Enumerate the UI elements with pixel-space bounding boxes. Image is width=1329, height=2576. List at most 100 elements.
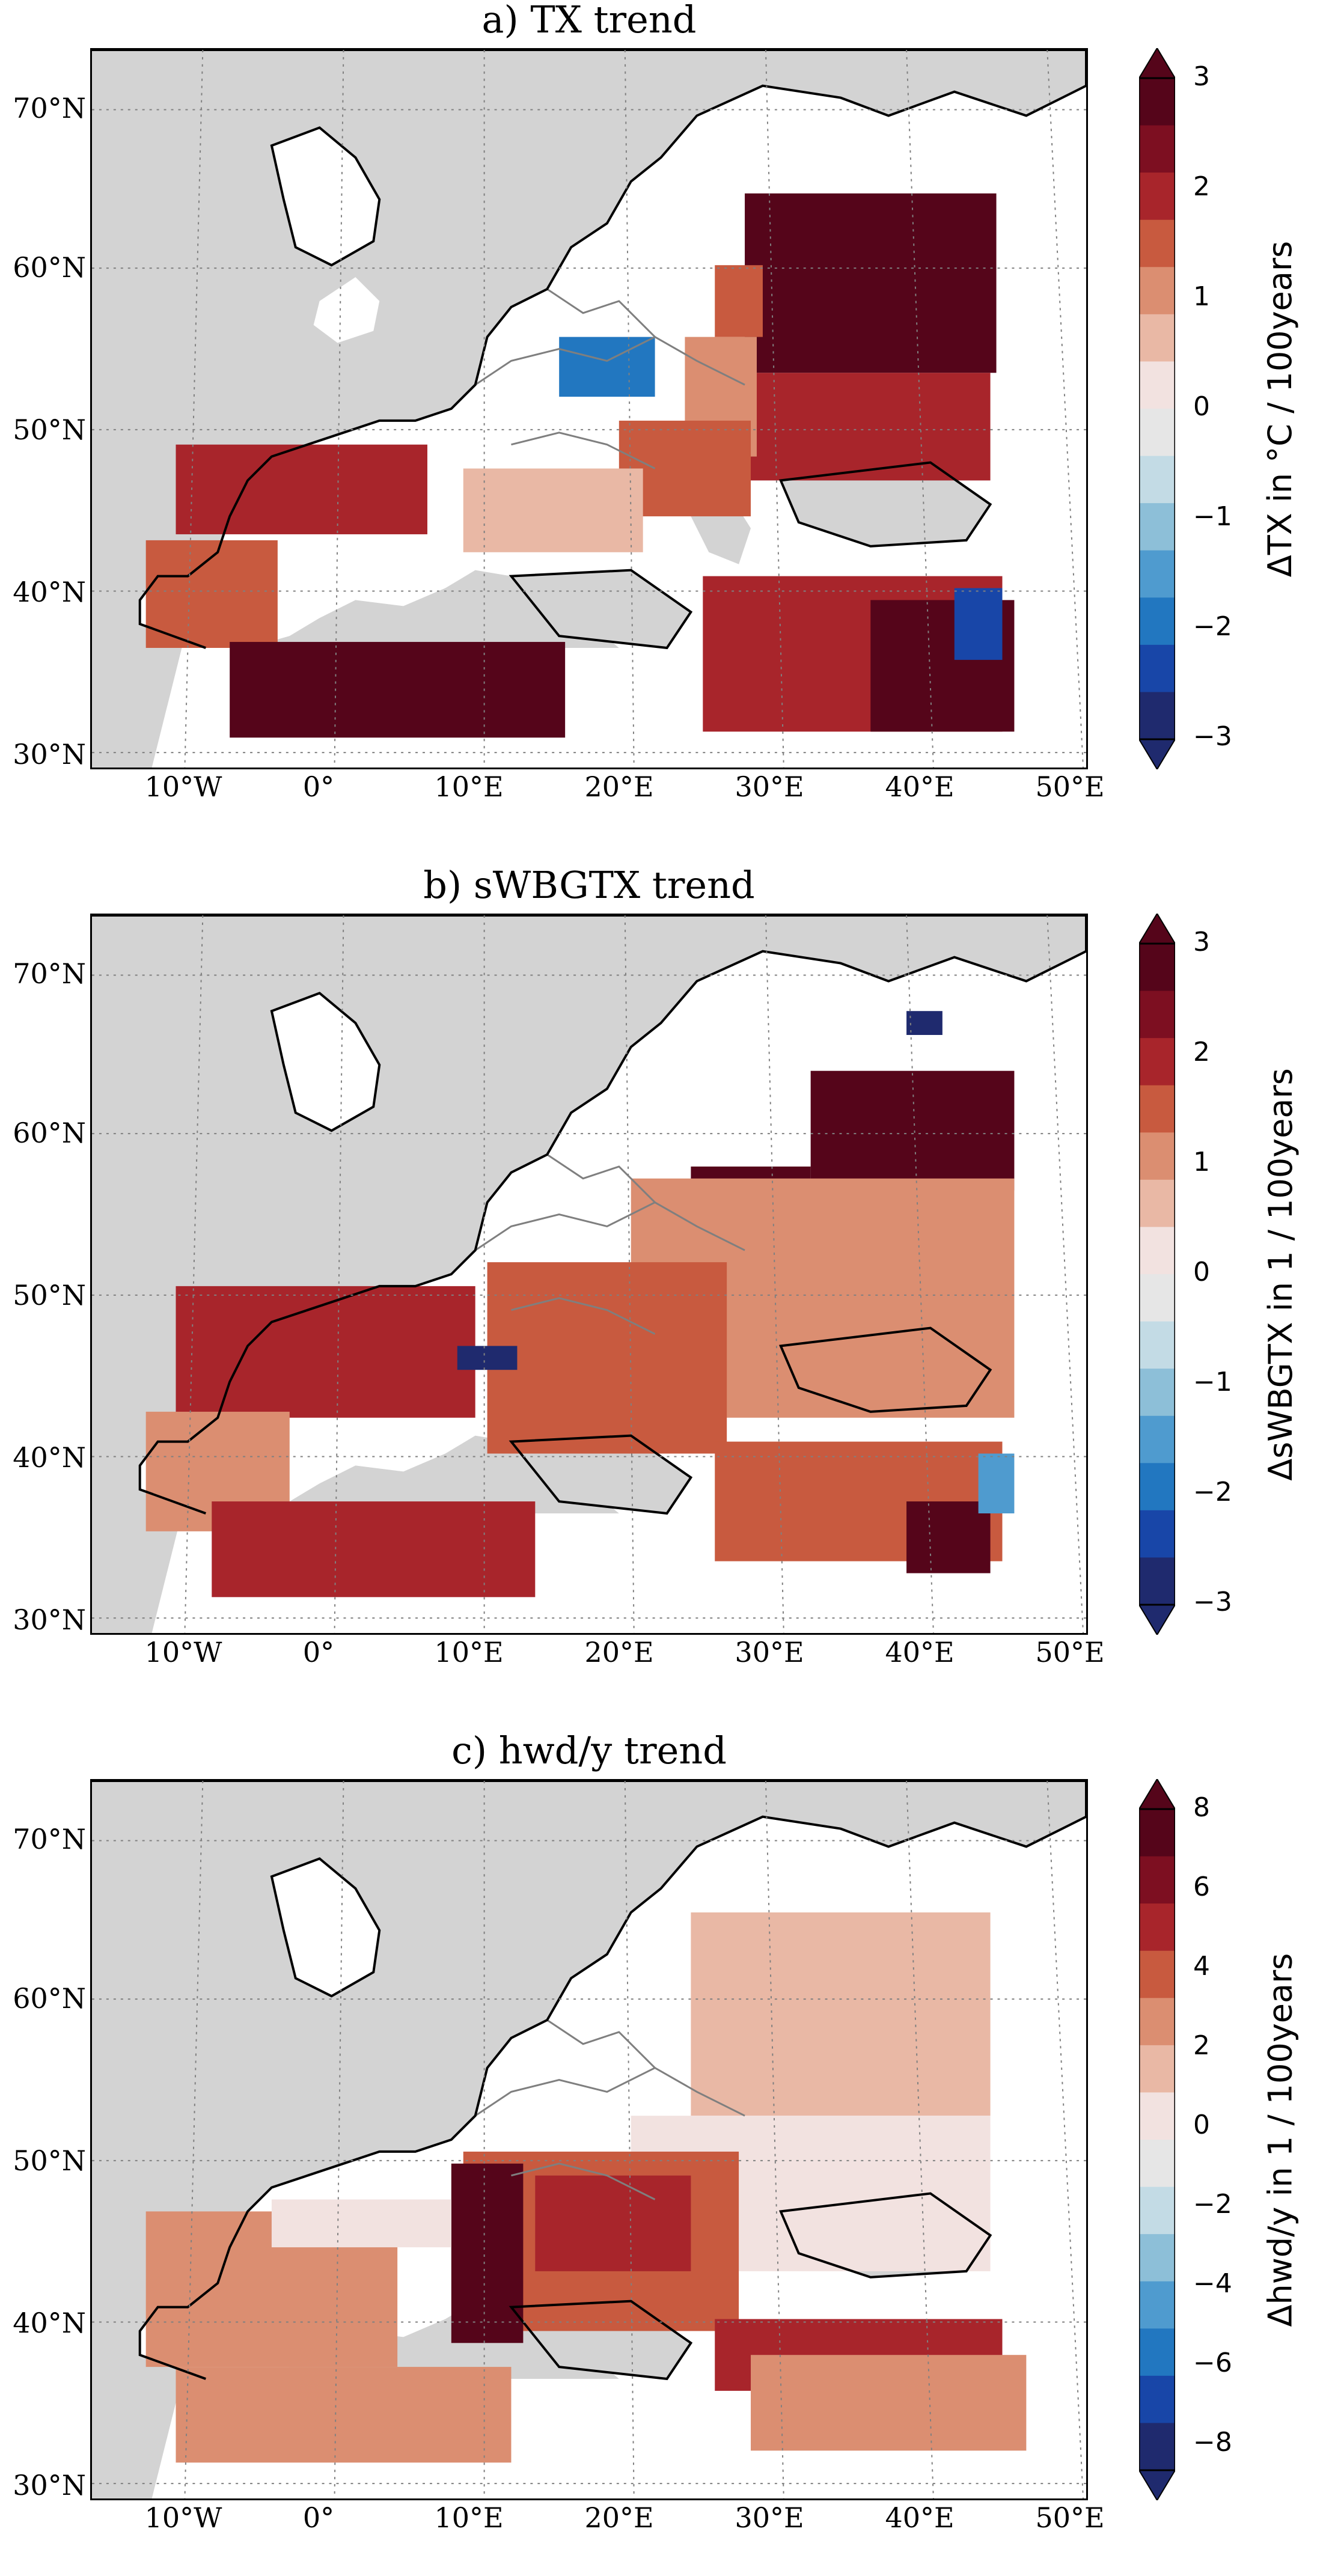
- panel-hwd-trend: c) hwd/y trend: [0, 1729, 1329, 2576]
- cbar-tick: 0: [1193, 391, 1210, 422]
- country-borders: [474, 1153, 745, 1335]
- lon-label-20e: 20°E: [584, 771, 654, 803]
- cbar-tick: −2: [1193, 2189, 1232, 2220]
- cbar-tick: 6: [1193, 1872, 1210, 1902]
- colorbar-cell: [1139, 2281, 1175, 2329]
- cbar-tick: 2: [1193, 2030, 1210, 2061]
- colorbar-cell: [1139, 597, 1175, 646]
- coastline: [92, 50, 1086, 650]
- cbar-tick: 1: [1193, 281, 1210, 312]
- lon-label-40e: 40°E: [885, 2501, 955, 2534]
- colorbar-cell: [1139, 1227, 1175, 1275]
- panel-swbgtx-trend: b) sWBGTX trend: [0, 863, 1329, 1711]
- lon-label-10e: 10°E: [434, 2501, 504, 2534]
- lon-label-10e: 10°E: [434, 771, 504, 803]
- cbar-tick: 4: [1193, 1951, 1210, 1982]
- colorbar-cell: [1139, 267, 1175, 315]
- panel-tx-trend: a) TX trend: [0, 0, 1329, 845]
- cbar-tick: −4: [1193, 2268, 1232, 2299]
- lat-label-60n: 60°N: [13, 1982, 86, 2015]
- colorbar-label: ΔTX in °C / 100years: [1261, 240, 1300, 577]
- panel-title: a) TX trend: [481, 0, 697, 41]
- cbar-tick: −1: [1193, 501, 1232, 532]
- graticule: [92, 915, 1086, 1633]
- europe-map: [92, 50, 1086, 768]
- colorbar-cell: [1139, 2045, 1175, 2093]
- cbar-tick: 3: [1193, 61, 1210, 92]
- lon-label-50e: 50°E: [1035, 771, 1105, 803]
- lon-label-10w: 10°W: [144, 771, 222, 803]
- colorbar: [1139, 1779, 1175, 2500]
- colorbar-cell: [1139, 1856, 1175, 1904]
- lon-label-50e: 50°E: [1035, 1636, 1105, 1668]
- lat-label-50n: 50°N: [13, 1279, 86, 1311]
- colorbar-cell: [1139, 990, 1175, 1039]
- lon-label-40e: 40°E: [885, 771, 955, 803]
- lon-label-10e: 10°E: [434, 1636, 504, 1668]
- panel-title: b) sWBGTX trend: [423, 863, 755, 907]
- colorbar-cell: [1139, 1179, 1175, 1227]
- lon-label-20e: 20°E: [584, 1636, 654, 1668]
- lat-label-40n: 40°N: [13, 1441, 86, 1474]
- colorbar-cell: [1139, 550, 1175, 598]
- colorbar-cells: [1139, 944, 1175, 1605]
- country-borders: [474, 2019, 745, 2200]
- lon-label-10w: 10°W: [144, 1636, 222, 1668]
- lat-label-70n: 70°N: [13, 1823, 86, 1855]
- graticule: [92, 50, 1086, 768]
- colorbar-cells: [1139, 78, 1175, 740]
- cbar-tick: −1: [1193, 1367, 1232, 1397]
- colorbar-cell: [1139, 2140, 1175, 2188]
- lat-label-60n: 60°N: [13, 251, 86, 284]
- colorbar-cell: [1139, 78, 1175, 126]
- colorbar-cell: [1139, 2234, 1175, 2282]
- lon-label-0: 0°: [302, 2501, 335, 2534]
- lon-label-50e: 50°E: [1035, 2501, 1105, 2534]
- colorbar-cell: [1139, 944, 1175, 992]
- lon-label-30e: 30°E: [735, 1636, 804, 1668]
- colorbar: [1139, 48, 1175, 769]
- lat-label-40n: 40°N: [13, 2307, 86, 2339]
- colorbar-cell: [1139, 2092, 1175, 2140]
- colorbar-cell: [1139, 1557, 1175, 1605]
- colorbar-cell: [1139, 1998, 1175, 2046]
- lon-label-20e: 20°E: [584, 2501, 654, 2534]
- colorbar-cell: [1139, 361, 1175, 409]
- lat-label-30n: 30°N: [13, 1604, 86, 1636]
- cbar-tick: −2: [1193, 1477, 1232, 1507]
- cbar-tick: −2: [1193, 611, 1232, 642]
- cbar-tick: 8: [1193, 1792, 1210, 1823]
- colorbar-cell: [1139, 314, 1175, 362]
- colorbar-cell: [1139, 1369, 1175, 1417]
- lon-label-0: 0°: [302, 771, 335, 803]
- colorbar-cell: [1139, 1809, 1175, 1857]
- lon-label-30e: 30°E: [735, 2501, 804, 2534]
- colorbar-cell: [1139, 2328, 1175, 2376]
- colorbar-cell: [1139, 409, 1175, 457]
- cbar-tick: 1: [1193, 1147, 1210, 1177]
- lat-label-40n: 40°N: [13, 576, 86, 608]
- colorbar-cells: [1139, 1809, 1175, 2471]
- colorbar-cell: [1139, 1321, 1175, 1369]
- colorbar-cell: [1139, 1274, 1175, 1322]
- colorbar-cell: [1139, 1903, 1175, 1952]
- data-cells: [145, 1011, 1015, 1598]
- colorbar-cell: [1139, 1132, 1175, 1180]
- map-frame: [90, 1779, 1088, 2500]
- cbar-tick: −6: [1193, 2348, 1232, 2378]
- colorbar-cell: [1139, 1950, 1175, 1998]
- colorbar-cell: [1139, 1510, 1175, 1558]
- colorbar: [1139, 914, 1175, 1635]
- colorbar-cell: [1139, 1463, 1175, 1511]
- lon-label-0: 0°: [302, 1636, 335, 1668]
- lat-label-30n: 30°N: [13, 738, 86, 771]
- colorbar-cell: [1139, 1415, 1175, 1463]
- colorbar-cell: [1139, 2187, 1175, 2235]
- cbar-tick: 3: [1193, 927, 1210, 957]
- colorbar-cell: [1139, 456, 1175, 504]
- coastline: [92, 1781, 1086, 2381]
- colorbar-cell: [1139, 125, 1175, 173]
- lat-label-60n: 60°N: [13, 1117, 86, 1149]
- data-cells: [145, 193, 1015, 738]
- europe-map: [92, 1781, 1086, 2498]
